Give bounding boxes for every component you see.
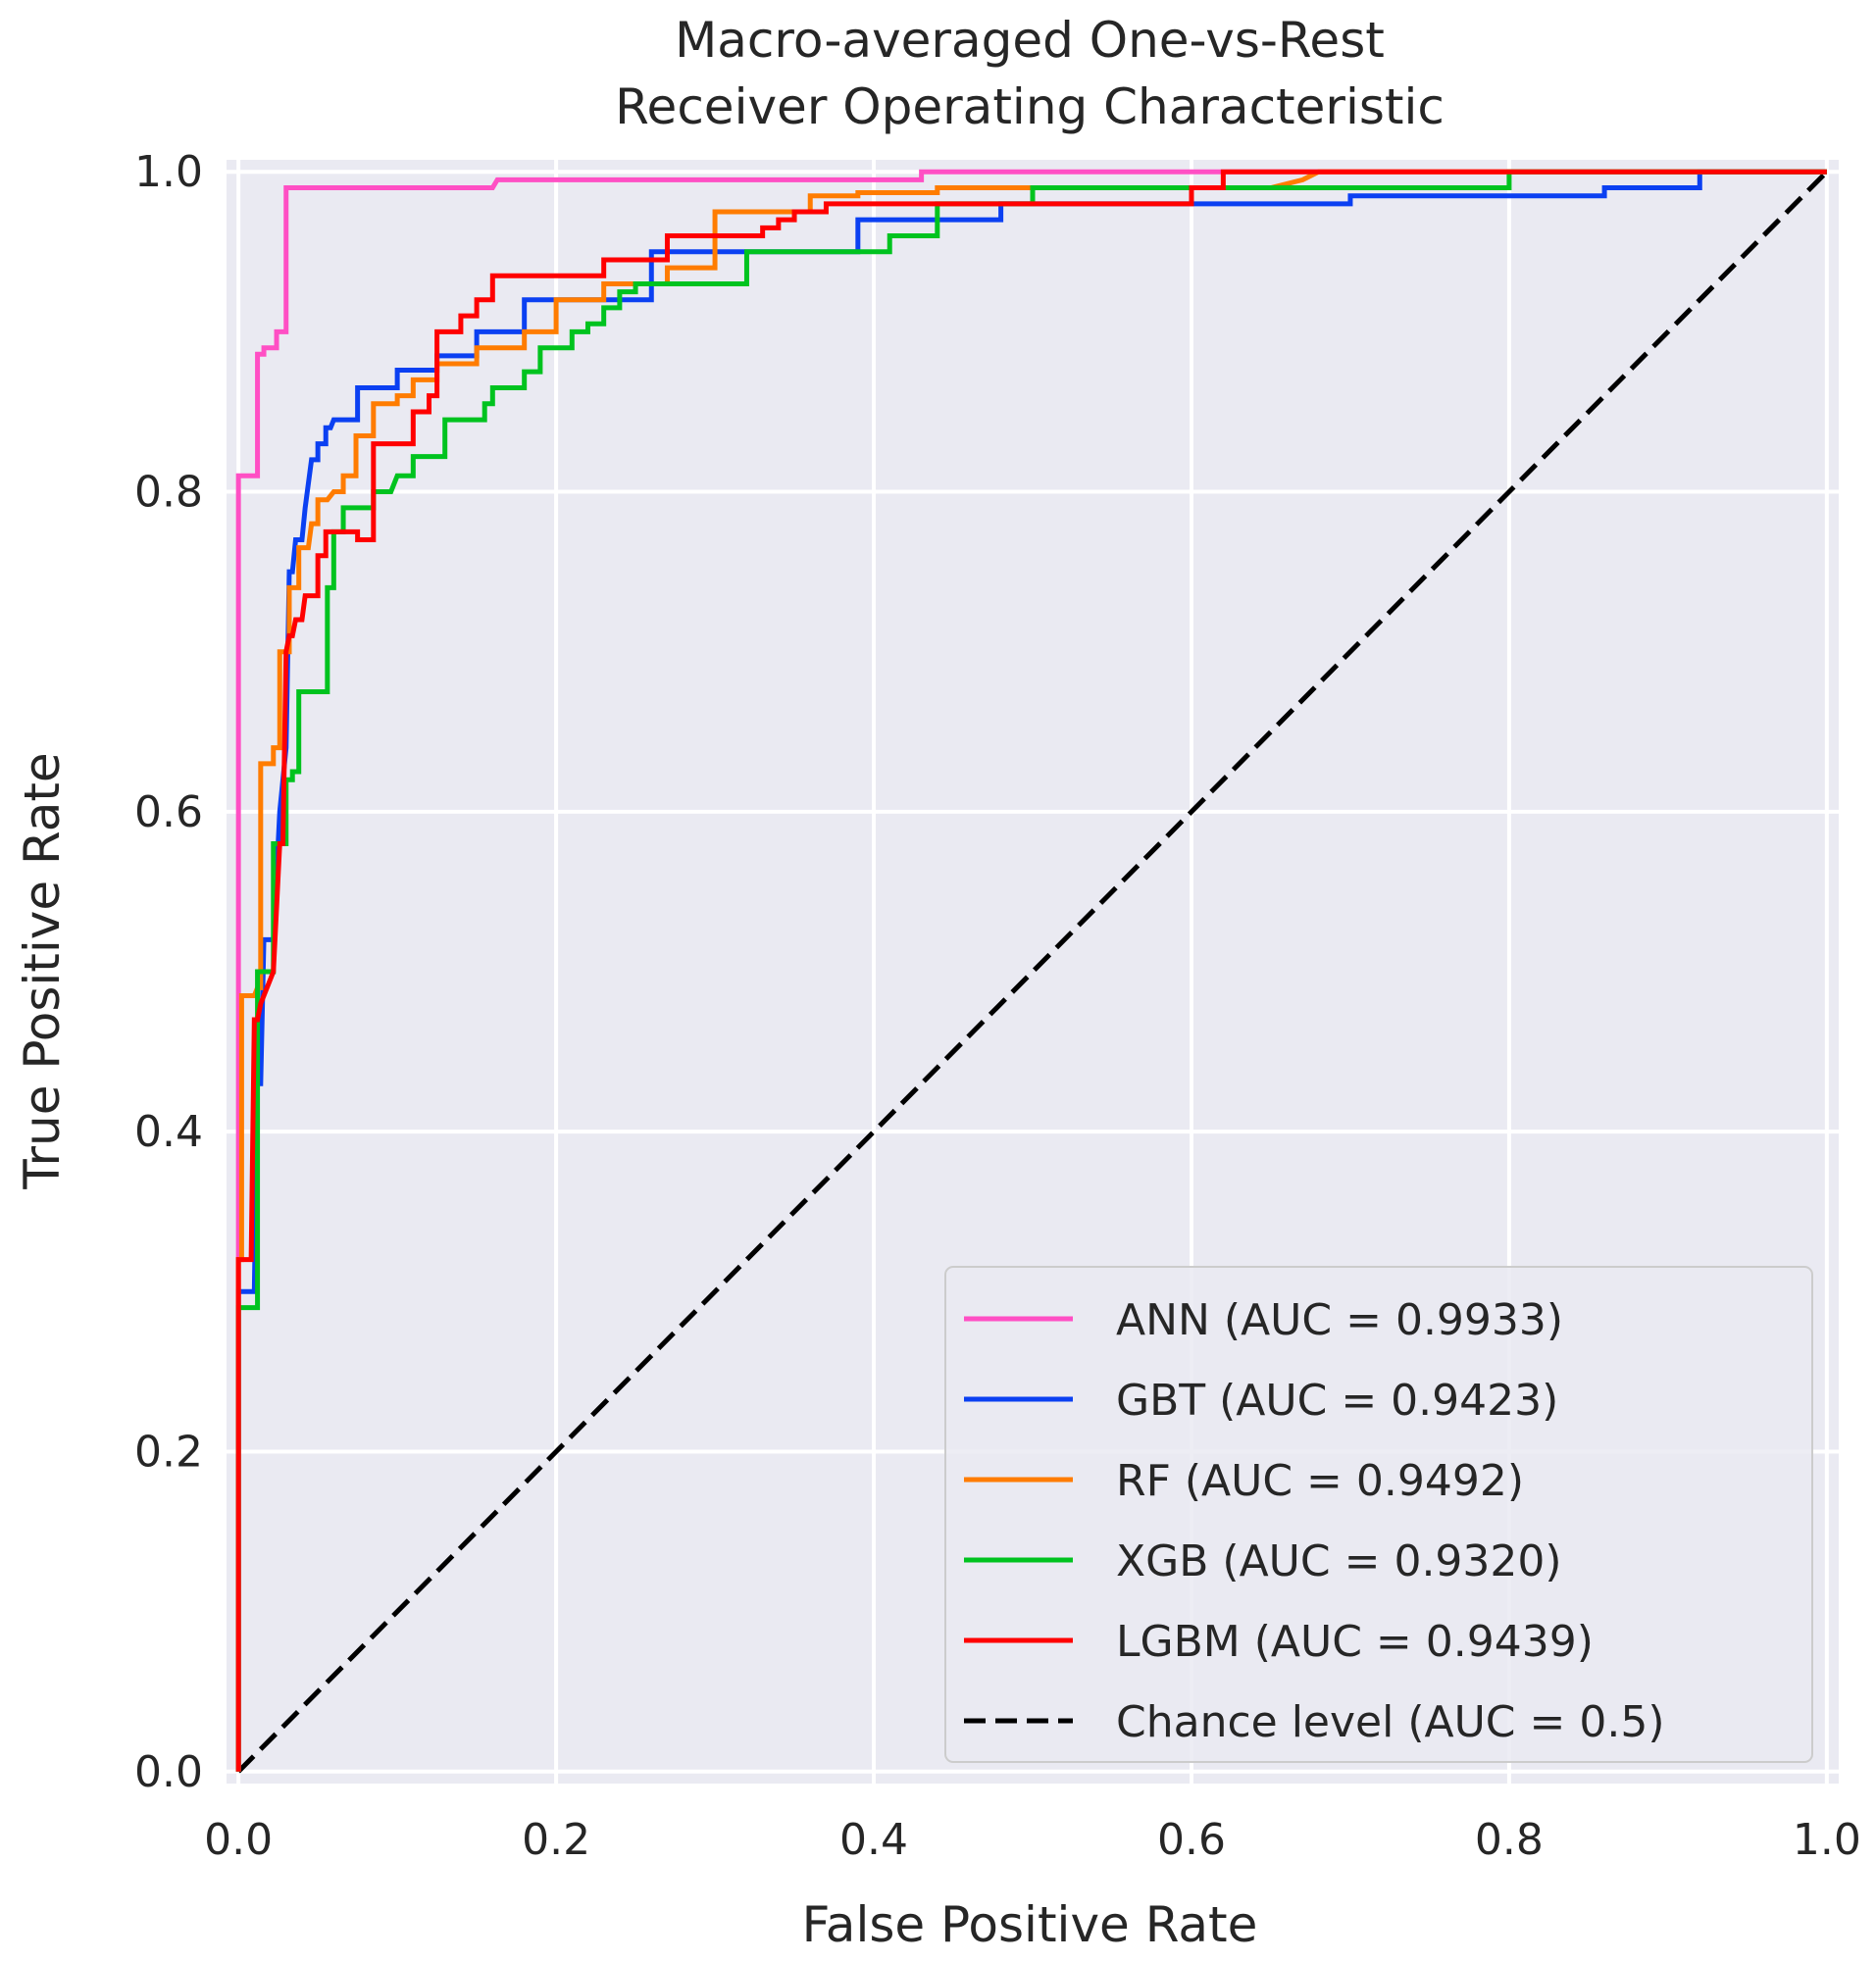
legend-label-rf: RF (AUC = 0.9492) — [1116, 1456, 1524, 1506]
legend-label-ann: ANN (AUC = 0.9933) — [1116, 1295, 1563, 1345]
y-axis-ticks: 0.0 0.2 0.4 0.6 0.8 1.0 — [134, 147, 203, 1797]
series-line-gbt — [235, 169, 1827, 1772]
chart-title-line2: Receiver Operating Characteristic — [615, 78, 1445, 135]
legend: ANN (AUC = 0.9933) GBT (AUC = 0.9423) RF (… — [944, 1266, 1813, 1763]
legend-label-lgbm: LGBM (AUC = 0.9439) — [1116, 1617, 1594, 1667]
legend-items: ANN (AUC = 0.9933) GBT (AUC = 0.9423) RF (… — [964, 1295, 1665, 1747]
x-tick-label: 0.8 — [1475, 1815, 1544, 1865]
legend-box — [944, 1266, 1813, 1763]
x-tick-label: 0.4 — [839, 1815, 908, 1865]
y-tick-label: 0.8 — [134, 468, 203, 518]
series-line-lgbm — [235, 169, 1827, 1772]
legend-label-xgb: XGB (AUC = 0.9320) — [1116, 1536, 1562, 1586]
x-tick-label: 1.0 — [1793, 1815, 1861, 1865]
y-tick-label: 0.0 — [134, 1747, 203, 1797]
y-tick-label: 0.2 — [134, 1427, 203, 1477]
series-line-ann — [235, 169, 1827, 1772]
y-tick-label: 0.4 — [134, 1107, 203, 1157]
x-tick-label: 0.0 — [204, 1815, 273, 1865]
series-line-xgb — [235, 169, 1827, 1772]
y-tick-label: 1.0 — [134, 147, 203, 197]
chart-title-line1: Macro-averaged One-vs-Rest — [675, 12, 1385, 69]
x-tick-label: 0.2 — [522, 1815, 590, 1865]
y-tick-label: 0.6 — [134, 787, 203, 837]
x-axis-label: False Positive Rate — [802, 1896, 1258, 1953]
series-layer — [235, 169, 1827, 1772]
series-line-rf — [235, 169, 1827, 1772]
x-tick-label: 0.6 — [1157, 1815, 1226, 1865]
y-axis-label: True Positive Rate — [14, 752, 71, 1189]
x-axis-ticks: 0.0 0.2 0.4 0.6 0.8 1.0 — [204, 1815, 1861, 1865]
legend-label-chance-level: Chance level (AUC = 0.5) — [1116, 1697, 1665, 1747]
legend-label-gbt: GBT (AUC = 0.9423) — [1116, 1376, 1558, 1426]
